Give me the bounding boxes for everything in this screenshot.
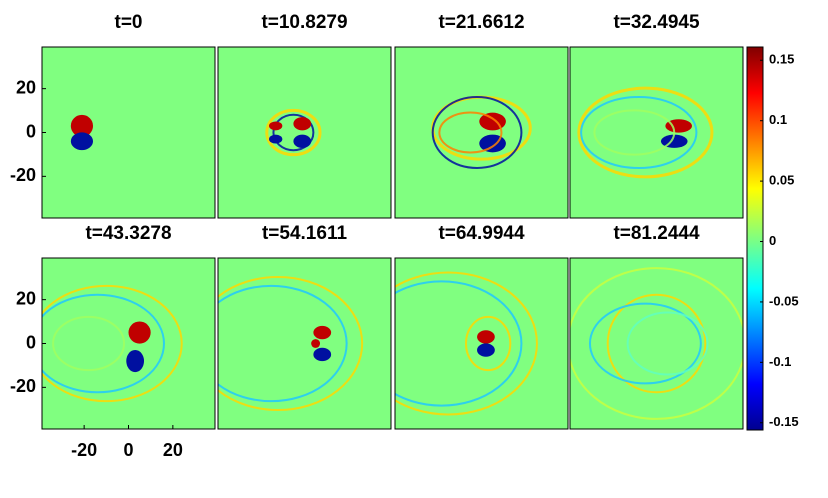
field-wave (570, 267, 743, 420)
field-blob (311, 339, 321, 348)
colorbar-tick-label: 0 (769, 233, 776, 248)
field-wave (52, 315, 126, 372)
colorbar-tick-label: -0.05 (769, 293, 799, 308)
x-tick-label: 0 (123, 440, 133, 460)
field-wave (438, 111, 503, 154)
panel-frame (569, 46, 744, 219)
y-tick-label: 0 (26, 121, 36, 141)
field-wave (42, 293, 165, 394)
x-tick-label: 20 (163, 440, 183, 460)
field-image (42, 258, 215, 429)
field-wave (431, 96, 523, 169)
field-background (395, 47, 568, 218)
field-image (395, 47, 568, 218)
field-wave (42, 284, 183, 403)
colorbar-tick-label: -0.15 (769, 414, 799, 429)
field-blob (313, 347, 332, 362)
panel-frame (217, 257, 392, 430)
panel-title: t=32.4945 (613, 12, 700, 33)
panel-frame (569, 257, 744, 430)
field-wave (626, 311, 709, 376)
field-wave (593, 109, 676, 156)
field-background (395, 258, 568, 429)
field-image (218, 47, 391, 218)
field-wave (218, 275, 364, 412)
panel-frame (394, 257, 569, 430)
field-background (42, 47, 215, 218)
field-image (42, 47, 215, 218)
field-image (395, 258, 568, 429)
field-wave (580, 96, 698, 169)
field-wave (265, 108, 322, 157)
y-tick-label: 0 (26, 332, 36, 352)
colorbar-tick-label: 0.15 (769, 52, 794, 67)
field-wave (588, 302, 702, 385)
field-image (570, 258, 743, 429)
field-background (42, 258, 215, 429)
x-tick-label: -20 (71, 440, 97, 460)
y-tick-label: 20 (16, 77, 36, 97)
field-blob (269, 134, 283, 144)
field-blob (477, 330, 495, 344)
field-blob (70, 114, 94, 138)
panel-title: t=54.1611 (262, 223, 347, 244)
field-wave (218, 284, 348, 403)
colorbar (746, 46, 764, 431)
panel-title: t=43.3278 (85, 223, 171, 244)
field-blob (479, 134, 506, 153)
colorbar-tick-label: -0.1 (769, 354, 791, 369)
field-blob (665, 119, 692, 133)
y-tick-label: 20 (16, 288, 36, 308)
field-blob (477, 343, 495, 357)
field-wave (272, 113, 315, 152)
field-background (218, 47, 391, 218)
field-wave (606, 293, 707, 394)
panel-frame (217, 46, 392, 219)
field-blob (479, 112, 506, 131)
panel-frame (394, 46, 569, 219)
field-blob (313, 325, 332, 340)
colorbar-tick-label: 0.1 (769, 112, 787, 127)
y-tick-label: -20 (10, 376, 36, 396)
field-background (570, 258, 743, 429)
y-tick-label: -20 (10, 165, 36, 185)
colorbar-tick-label: 0.05 (769, 173, 794, 188)
field-blob (293, 117, 312, 131)
field-blob (269, 121, 283, 131)
field-wave (395, 280, 523, 407)
field-blob (128, 321, 151, 344)
field-wave (577, 86, 714, 179)
panel-title: t=64.9944 (438, 223, 525, 244)
field-blob (126, 349, 145, 373)
panel-title: t=81.2444 (613, 223, 700, 244)
panel-title: t=21.6612 (438, 12, 524, 33)
field-background (570, 47, 743, 218)
field-image (218, 258, 391, 429)
field-wave (464, 315, 512, 372)
field-background (218, 258, 391, 429)
field-image (570, 47, 743, 218)
panel-title: t=10.8279 (261, 12, 347, 33)
field-blob (293, 134, 312, 148)
field-wave (395, 271, 538, 416)
field-blob (70, 132, 94, 151)
panel-title: t=0 (115, 12, 143, 33)
